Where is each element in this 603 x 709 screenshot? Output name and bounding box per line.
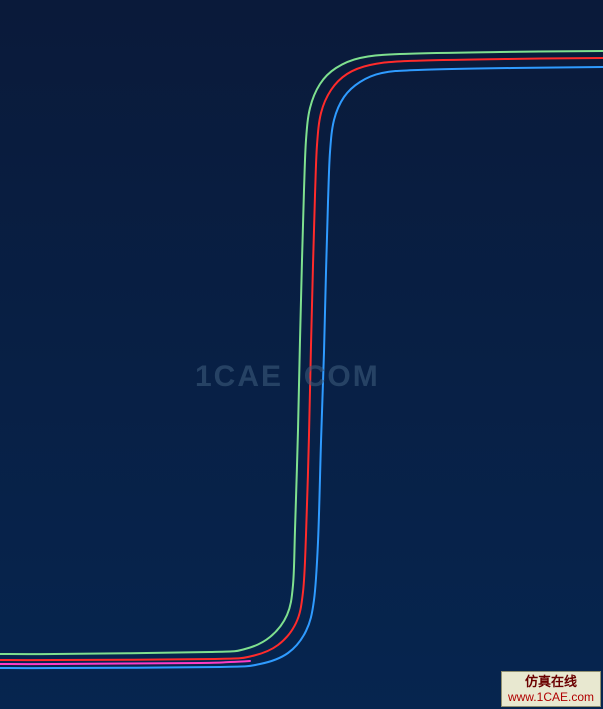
curve-green [0,51,603,654]
simulation-viewport: 1CAE COM 仿真在线 www.1CAE.com [0,0,603,709]
curve-red [0,58,603,660]
curves-canvas [0,0,603,709]
footer-badge: 仿真在线 www.1CAE.com [501,671,601,707]
footer-url: www.1CAE.com [508,690,594,704]
footer-title: 仿真在线 [508,674,594,690]
curve-magenta [0,661,250,664]
curve-blue [0,67,603,668]
